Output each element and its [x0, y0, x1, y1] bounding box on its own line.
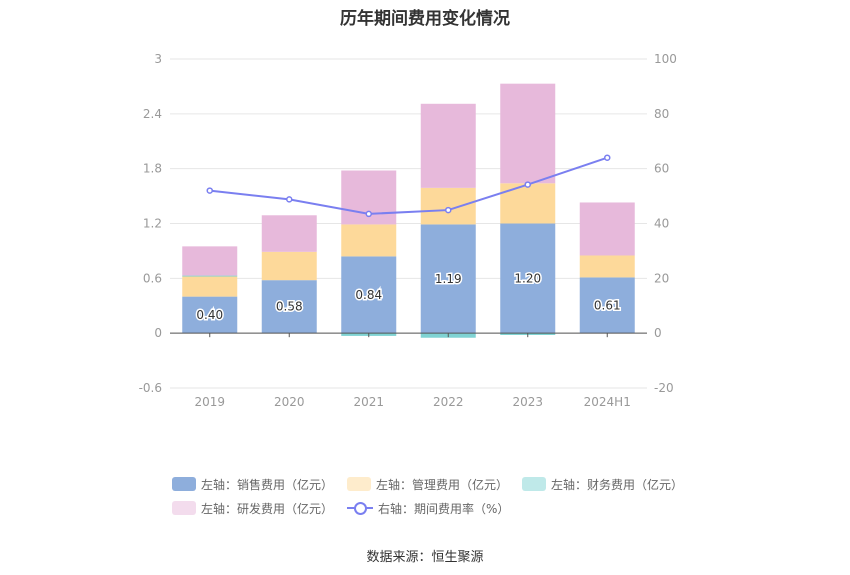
bar-segment	[500, 83, 556, 184]
right-axis-tick-label: 20	[654, 271, 669, 285]
rate-line	[209, 156, 608, 215]
rate-point	[286, 196, 293, 203]
x-axis-tick-label: 2023	[512, 395, 543, 409]
source-note: 数据来源：恒生聚源	[366, 550, 484, 565]
right-axis-tick-label: 40	[654, 217, 669, 231]
bar-segment	[579, 202, 635, 256]
legend: 左轴：销售费用（亿元） 左轴：管理费用（亿元） 左轴：财务费用（亿元） 左轴：研发费用…	[172, 472, 712, 520]
rate-line-series	[206, 154, 611, 218]
bar-segment	[341, 256, 397, 334]
x-axis-tick-label: 2021	[353, 395, 384, 409]
bar-segment	[500, 183, 556, 224]
bar-data-label: 1.19	[435, 272, 462, 286]
legend-swatch	[522, 477, 547, 491]
x-axis-tick-label: 2019	[194, 395, 225, 409]
legend-label: 左轴：研发费用（亿元）	[201, 501, 334, 516]
bar-segment	[579, 255, 635, 278]
legend-label: 左轴：财务费用（亿元）	[551, 477, 684, 492]
bar-segment	[579, 277, 635, 334]
left-axis-tick-label: 1.8	[143, 162, 162, 176]
left-axis-tick-label: 2.4	[143, 107, 162, 121]
bar-data-label: 0.40	[196, 308, 223, 322]
legend-label: 右轴：期间费用率（%）	[378, 501, 510, 516]
bar-data-label: 0.58	[276, 300, 303, 314]
rate-point	[365, 210, 372, 218]
right-axis-tick-label: -20	[654, 381, 674, 395]
x-axis-tick-label: 2022	[433, 395, 464, 409]
legend-row: 左轴：研发费用（亿元） 右轴：期间费用率（%）	[172, 496, 712, 520]
legend-swatch	[347, 477, 372, 491]
legend-swatch	[172, 477, 196, 491]
rate-point	[604, 154, 611, 161]
left-axis-tick-label: 3	[154, 52, 162, 66]
bar-segment	[182, 275, 238, 277]
left-axis-tick-label: 0	[154, 326, 162, 340]
bar-segment	[420, 224, 476, 334]
legend-item[interactable]: 右轴：期间费用率（%）	[347, 500, 509, 517]
left-axis-tick-label: 0.6	[143, 271, 162, 285]
left-axis-tick-label: 1.2	[143, 217, 162, 231]
bar-segment	[182, 276, 238, 297]
legend-item[interactable]: 左轴：财务费用（亿元）	[522, 476, 683, 493]
bar-segment	[182, 246, 238, 276]
x-axis-tick-label: 2024H1	[584, 395, 631, 409]
legend-item[interactable]: 左轴：销售费用（亿元）	[172, 476, 333, 493]
bar-segment	[261, 251, 317, 281]
legend-row: 左轴：销售费用（亿元） 左轴：管理费用（亿元） 左轴：财务费用（亿元）	[172, 472, 712, 496]
bar-series	[182, 83, 635, 338]
rate-point	[206, 187, 213, 194]
data-labels: 0.40 0.58 0.84 1.19 1.20 0.61	[195, 270, 622, 324]
bar-segment	[420, 187, 476, 225]
rate-point	[524, 181, 531, 188]
bar-segment	[341, 224, 397, 257]
bar-segment	[420, 103, 476, 188]
legend-label: 左轴：管理费用（亿元）	[376, 477, 509, 492]
right-axis-tick-label: 80	[654, 107, 669, 121]
axes: -0.6 0 0.6 1.2 1.8 2.4 3 -20 0 20 40 60 80 100 2019 202…	[139, 52, 677, 409]
legend-item[interactable]: 左轴：管理费用（亿元）	[347, 476, 508, 493]
right-axis-tick-label: 60	[654, 162, 669, 176]
right-axis-tick-label: 100	[654, 52, 677, 66]
bar-segment	[261, 280, 317, 334]
grid-lines	[170, 58, 647, 389]
legend-swatch	[172, 501, 196, 515]
bar-segment	[500, 223, 556, 334]
legend-label: 左轴：销售费用（亿元）	[201, 477, 334, 492]
bar-segment	[182, 296, 238, 334]
bar-segment	[261, 215, 317, 252]
x-axis-tick-label: 2020	[274, 395, 305, 409]
legend-item[interactable]: 左轴：研发费用（亿元）	[172, 500, 333, 517]
right-axis-tick-label: 0	[654, 326, 662, 340]
bar-data-label: 0.84	[355, 288, 382, 302]
legend-line-swatch	[347, 501, 374, 515]
bar-data-label: 0.61	[594, 298, 621, 312]
left-axis-tick-label: -0.6	[139, 381, 162, 395]
bar-data-label: 1.20	[514, 271, 541, 285]
rate-point	[445, 206, 452, 214]
chart-title: 历年期间费用变化情况	[340, 9, 510, 29]
